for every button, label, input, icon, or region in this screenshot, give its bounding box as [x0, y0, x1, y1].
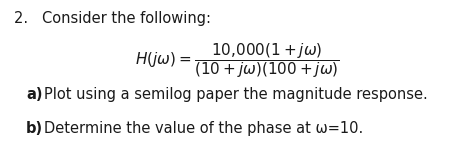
Text: Plot using a semilog paper the magnitude response.: Plot using a semilog paper the magnitude… — [44, 87, 428, 102]
Text: $H(j\omega) = \dfrac{10{,}000(1 + j\omega)}{(10 + j\omega)(100 + j\omega)}$: $H(j\omega) = \dfrac{10{,}000(1 + j\omeg… — [135, 41, 340, 80]
Text: a): a) — [26, 87, 43, 102]
Text: 2.   Consider the following:: 2. Consider the following: — [14, 11, 211, 26]
Text: b): b) — [26, 121, 43, 136]
Text: Determine the value of the phase at ω=10.: Determine the value of the phase at ω=10… — [44, 121, 363, 136]
